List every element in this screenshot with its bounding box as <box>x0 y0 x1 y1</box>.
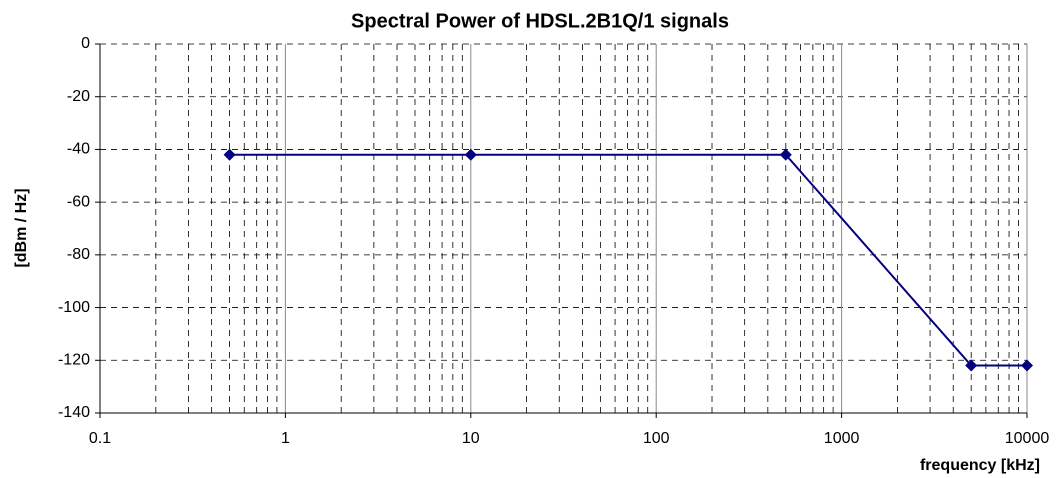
x-tick-label: 10000 <box>1005 430 1050 447</box>
x-tick-label: 100 <box>643 430 670 447</box>
chart-title: Spectral Power of HDSL.2B1Q/1 signals <box>351 10 729 32</box>
y-tick-label: -140 <box>58 404 90 421</box>
point-marker <box>965 359 978 372</box>
y-tick-label: -40 <box>67 141 90 158</box>
y-tick-label: 0 <box>81 35 90 52</box>
x-axis-label: frequency [kHz] <box>920 457 1040 474</box>
x-tick-label: 1000 <box>824 430 860 447</box>
point-marker <box>464 148 477 161</box>
x-tick-label: 1 <box>281 430 290 447</box>
series-line <box>229 153 1027 367</box>
y-tick-label: -100 <box>58 299 90 316</box>
y-axis-label: [dBm / Hz] <box>13 188 30 267</box>
y-tick-label: -20 <box>67 88 90 105</box>
point-marker <box>779 148 792 161</box>
y-tick-label: -120 <box>58 352 90 369</box>
x-tick-label: 0.1 <box>89 430 111 447</box>
point-marker <box>1021 359 1033 372</box>
x-tick-label: 10 <box>462 430 480 447</box>
y-tick-label: -80 <box>67 246 90 263</box>
point-marker <box>223 148 236 161</box>
y-tick-label: -60 <box>67 193 90 210</box>
